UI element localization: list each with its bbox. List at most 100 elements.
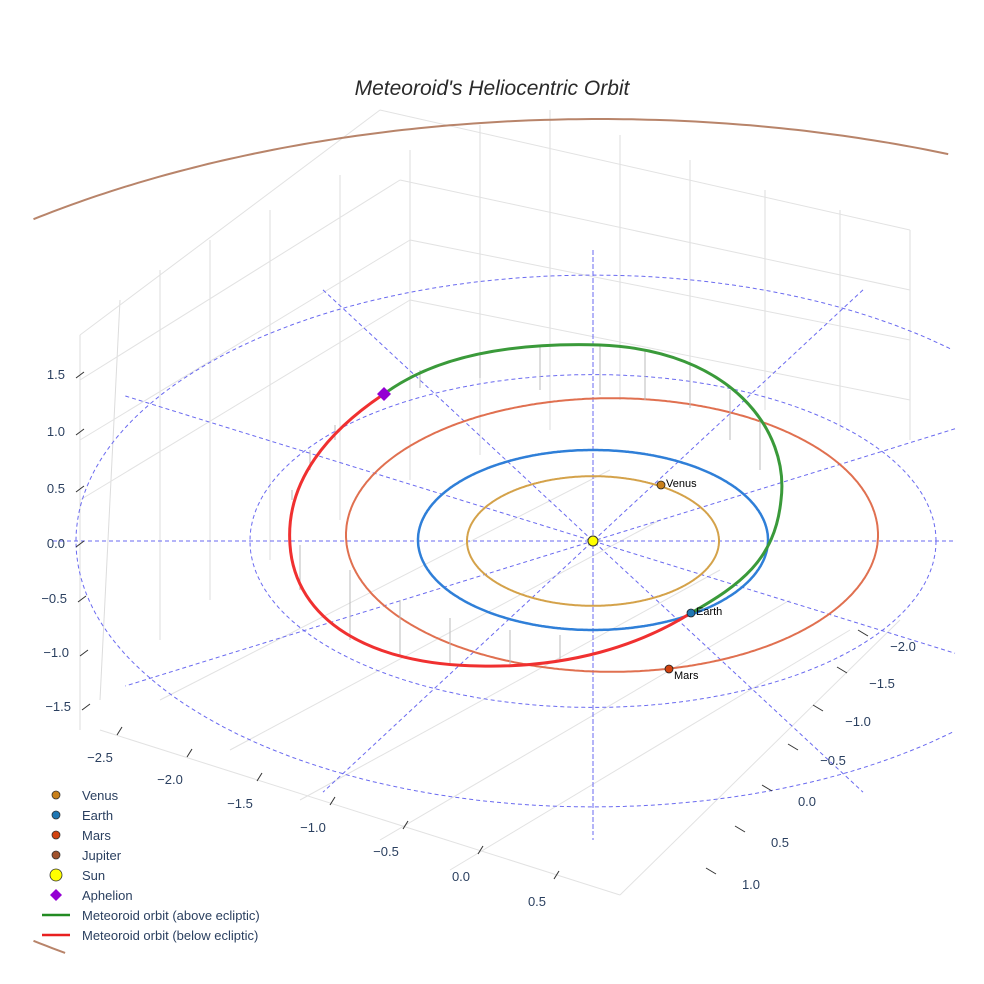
x-tick-label: 0.0 [452,869,470,884]
legend-item[interactable]: Sun [49,868,105,883]
legend-item[interactable]: Jupiter [51,848,122,863]
legend-item[interactable]: Venus [51,788,119,803]
legend-item[interactable]: Aphelion [50,888,133,903]
legend-item[interactable]: Meteoroid orbit (below ecliptic) [42,928,258,943]
z-tick-label: −1.5 [45,699,71,714]
legend-label: Venus [82,788,119,803]
radial-line [322,289,864,793]
grid-line [79,109,381,336]
grid-line [299,569,721,801]
x-tick [256,772,263,782]
grid-lines [79,109,911,896]
z-tick [81,703,91,711]
meteoroid-orbit-below [288,392,692,668]
y-tick [836,666,848,674]
z-tick [75,371,85,379]
radial-line [125,395,956,654]
z-tick-label: 0.5 [47,481,65,496]
planet-earth [686,608,696,618]
grid-line [449,629,851,871]
x-tick [116,726,123,736]
y-tick-label: 0.0 [798,794,816,809]
grid-line [379,109,911,231]
x-tick [329,796,336,806]
meteoroid-orbit-above [383,343,784,615]
grid-line [409,299,911,401]
legend-circle-icon [51,830,61,840]
y-tick [734,825,746,833]
aphelion-marker [377,387,391,401]
x-tick [402,820,409,830]
z-tick [75,428,85,436]
legend-circle-icon [49,868,63,882]
legend-label: Meteoroid orbit (below ecliptic) [82,928,258,943]
z-tick-label: 1.5 [47,367,65,382]
y-tick [705,867,717,875]
grid-line [79,239,411,441]
x-tick [553,870,560,880]
meteoroid-orbit [288,343,784,668]
legend-circle-icon [51,850,61,860]
radial-line [322,289,864,793]
legend-circle-icon [51,790,61,800]
planet-label: Venus [666,478,697,490]
z-tick [77,595,87,603]
legend-label: Sun [82,868,105,883]
grid-line [99,299,121,701]
legend-diamond-icon [50,889,62,901]
legend-label: Jupiter [82,848,122,863]
legend-item[interactable]: Meteoroid orbit (above ecliptic) [42,908,260,923]
radial-line [125,428,956,687]
reference-circle [249,374,937,708]
z-tick-label: −0.5 [41,591,67,606]
z-tick-label: −1.0 [43,645,69,660]
planet-venus [656,480,666,490]
legend-label: Earth [82,808,113,823]
legend-label: Aphelion [82,888,133,903]
grid-line [379,599,791,841]
y-tick-label: 0.5 [771,835,789,850]
legend[interactable]: Venus Earth Mars Jupiter Sun Aphelion Meteoroi… [42,788,260,943]
y-tick [761,784,773,792]
z-tick-label: 0.0 [47,536,65,551]
grid-line [159,469,611,701]
orbit-jupiter [33,118,949,954]
sun-marker [587,535,599,547]
planet-label: Mars [674,670,699,682]
legend-item[interactable]: Earth [51,808,113,823]
planet-mars [664,664,674,674]
x-tick [477,845,484,855]
grid-line [229,519,661,751]
grid-line [409,239,911,341]
x-tick-label: −2.0 [157,772,183,787]
y-tick [812,704,824,712]
orbit-mars [345,397,879,673]
x-tick-label: −1.5 [227,796,253,811]
legend-circle-icon [51,810,61,820]
z-tick [75,485,85,493]
x-tick [186,748,193,758]
y-tick-label: 1.0 [742,877,760,892]
planet-label: Earth [696,606,722,618]
z-tick-label: 1.0 [47,424,65,439]
reference-circle [75,274,953,808]
grid-line [79,299,411,501]
legend-label: Meteoroid orbit (above ecliptic) [82,908,260,923]
grid-line [619,619,901,896]
grid-line [399,179,911,291]
legend-label: Mars [82,828,111,843]
z-tick [79,649,89,657]
bodies: Venus Earth Mars [587,478,722,682]
y-tick-label: −2.0 [890,639,916,654]
grid-line [79,179,401,381]
x-tick-label: 0.5 [528,894,546,909]
y-tick-label: −1.0 [845,714,871,729]
y-tick-label: −0.5 [820,753,846,768]
chart-title: Meteoroid's Heliocentric Orbit [355,77,631,100]
legend-item[interactable]: Mars [51,828,111,843]
x-tick-label: −1.0 [300,820,326,835]
z-tick [75,540,85,548]
axis-ticks: 1.5 1.0 0.5 0.0 −0.5 −1.0 −1.5 −2.5 −2.0 −1.5 −1.0… [41,367,916,909]
